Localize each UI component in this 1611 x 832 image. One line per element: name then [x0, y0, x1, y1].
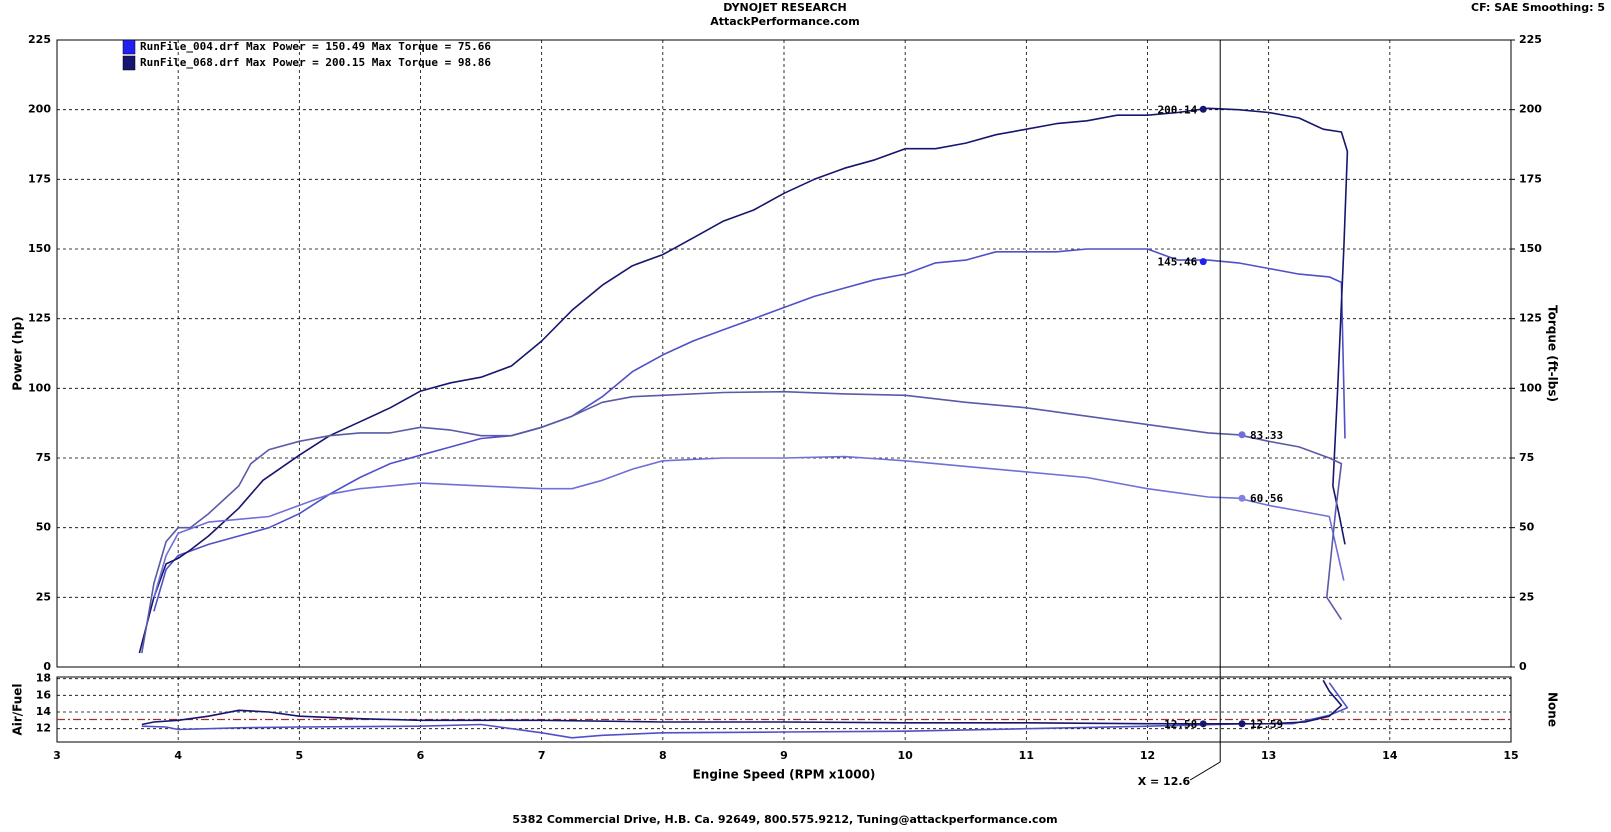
y-tick-label: 200	[28, 103, 51, 116]
x-tick-label: 10	[898, 749, 914, 762]
series-line	[138, 107, 1349, 654]
x-tick-label: 13	[1261, 749, 1276, 762]
cursor-label: X = 12.6	[1138, 775, 1191, 788]
x-tick-label: 12	[1140, 749, 1155, 762]
marker-label: 145.46	[1157, 256, 1197, 269]
x-tick-label: 11	[1019, 749, 1034, 762]
y2-tick-label: 125	[1519, 312, 1542, 325]
settings: CF: SAE Smoothing: 5	[1471, 1, 1605, 14]
y2-tick-label: 175	[1519, 172, 1542, 185]
y-tick-label: 18	[36, 672, 51, 685]
x-tick-label: 14	[1382, 749, 1398, 762]
y2-axis-label: None	[1546, 692, 1560, 727]
y-tick-label: 16	[36, 688, 52, 701]
y2-tick-label: 150	[1519, 242, 1542, 255]
y-tick-label: 75	[36, 451, 51, 464]
y-tick-label: 14	[36, 705, 52, 718]
x-tick-label: 15	[1503, 749, 1518, 762]
y2-tick-label: 200	[1519, 103, 1542, 116]
y2-tick-label: 0	[1519, 660, 1527, 673]
y2-tick-label: 225	[1519, 33, 1542, 46]
y-tick-label: 125	[28, 312, 51, 325]
y2-tick-label: 25	[1519, 590, 1534, 603]
y-tick-label: 50	[36, 521, 52, 534]
marker	[1238, 431, 1246, 439]
chart-title: DYNOJET RESEARCH	[723, 1, 846, 14]
legend-swatch	[122, 39, 136, 55]
y2-tick-label: 100	[1519, 381, 1542, 394]
y2-tick-label: 75	[1519, 451, 1534, 464]
series-line	[141, 390, 1343, 654]
y2-tick-label: 50	[1519, 521, 1535, 534]
x-tick-label: 7	[538, 749, 546, 762]
marker	[1199, 258, 1207, 266]
y-axis-label: Power (hp)	[11, 316, 25, 390]
y-tick-label: 12	[36, 722, 51, 735]
marker-label: 12.58	[1164, 718, 1197, 731]
marker-label: 12.59	[1250, 718, 1283, 731]
marker	[1199, 105, 1207, 113]
cursor-leader	[1189, 761, 1221, 781]
legend-label: RunFile_004.drf Max Power = 150.49 Max T…	[140, 40, 491, 53]
series-line	[141, 679, 1343, 726]
y-tick-label: 175	[28, 172, 51, 185]
y2-axis-label: Torque (ft-lbs)	[1546, 305, 1560, 402]
y-tick-label: 25	[36, 590, 51, 603]
legend-label: RunFile_068.drf Max Power = 200.15 Max T…	[140, 56, 491, 69]
chart-subtitle: AttackPerformance.com	[710, 15, 859, 28]
y-axis-label: Air/Fuel	[11, 683, 25, 735]
y-tick-label: 225	[28, 33, 51, 46]
footer: 5382 Commercial Drive, H.B. Ca. 92649, 8…	[512, 813, 1057, 826]
x-tick-label: 3	[53, 749, 61, 762]
marker	[1199, 720, 1207, 728]
y-tick-label: 150	[28, 242, 51, 255]
marker	[1238, 720, 1246, 728]
x-tick-label: 5	[296, 749, 304, 762]
x-axis-label: Engine Speed (RPM x1000)	[693, 768, 876, 782]
x-tick-label: 8	[659, 749, 667, 762]
y-tick-label: 100	[28, 381, 51, 394]
series-line	[153, 455, 1345, 598]
x-tick-label: 6	[417, 749, 425, 762]
marker	[1238, 494, 1246, 502]
x-tick-label: 9	[780, 749, 788, 762]
marker-label: 60.56	[1250, 492, 1283, 505]
y-tick-label: 0	[43, 660, 51, 673]
legend-swatch	[122, 55, 136, 71]
x-tick-label: 4	[174, 749, 182, 762]
marker-label: 200.14	[1157, 103, 1197, 116]
marker-label: 83.33	[1250, 429, 1283, 442]
